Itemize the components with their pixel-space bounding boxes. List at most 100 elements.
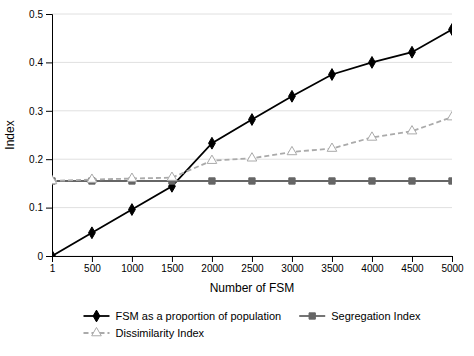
tick-label: 5000 xyxy=(441,263,464,274)
point xyxy=(127,173,137,181)
tick: 1500 xyxy=(161,256,184,274)
line xyxy=(52,117,452,181)
tick-label: 0.3 xyxy=(29,106,43,117)
tick-mark xyxy=(332,256,333,262)
tick: 2500 xyxy=(241,256,264,274)
tick: 1 xyxy=(50,256,56,274)
point xyxy=(209,178,215,184)
tick: 0.3 xyxy=(29,106,52,117)
tick-mark xyxy=(452,256,453,262)
tick-label: 0.4 xyxy=(29,57,43,68)
legend-item: FSM as a proportion of population xyxy=(83,310,281,322)
point xyxy=(329,69,336,81)
point xyxy=(249,178,255,184)
tick: 5000 xyxy=(441,256,464,274)
tick-mark xyxy=(46,256,52,257)
grid-line xyxy=(52,62,452,63)
tick-label: 1000 xyxy=(121,263,144,274)
point xyxy=(89,227,96,239)
grid-line xyxy=(52,207,452,208)
point xyxy=(449,24,452,36)
point xyxy=(289,178,295,184)
grid-line xyxy=(52,110,452,111)
tick-label: 3000 xyxy=(281,263,304,274)
point xyxy=(407,126,417,134)
tick-mark xyxy=(372,256,373,262)
tick-mark xyxy=(252,256,253,262)
tick: 3000 xyxy=(281,256,304,274)
tick: 0.2 xyxy=(29,154,52,165)
point xyxy=(207,155,217,163)
tick: 1000 xyxy=(121,256,144,274)
x-axis: 1500100015002000250030003500400045005000 xyxy=(50,256,464,274)
point xyxy=(129,204,136,216)
tick-mark xyxy=(46,208,52,209)
tick-mark xyxy=(132,256,133,262)
grid xyxy=(52,14,452,256)
tick: 0.4 xyxy=(29,57,52,68)
tick-label: 2000 xyxy=(201,263,224,274)
tick: 4000 xyxy=(361,256,384,274)
legend: FSM as a proportion of population Segrega… xyxy=(83,310,421,339)
tick-label: 500 xyxy=(84,263,101,274)
tick: 0 xyxy=(37,251,52,262)
tick: 3500 xyxy=(321,256,344,274)
tick-mark xyxy=(292,256,293,262)
tick-label: 0.2 xyxy=(29,154,43,165)
point xyxy=(369,57,376,69)
tick-label: 3500 xyxy=(321,263,344,274)
tick-label: 2500 xyxy=(241,263,264,274)
tick-mark xyxy=(46,159,52,160)
series xyxy=(52,24,452,256)
tick-mark xyxy=(46,62,52,63)
tick-mark xyxy=(46,111,52,112)
tick-label: 4500 xyxy=(401,263,424,274)
point xyxy=(449,178,452,184)
plot: 1500100015002000250030003500400045005000… xyxy=(3,9,464,295)
legend-marker xyxy=(92,327,102,335)
point xyxy=(249,114,256,126)
point xyxy=(369,178,375,184)
grid-line xyxy=(52,14,452,15)
tick: 2000 xyxy=(201,256,224,274)
series-group xyxy=(52,24,452,256)
tick-label: 1 xyxy=(50,263,56,274)
y-axis-title: Index xyxy=(3,120,17,149)
point xyxy=(409,178,415,184)
point xyxy=(52,175,57,183)
line xyxy=(52,29,452,256)
tick-mark xyxy=(212,256,213,262)
point xyxy=(87,174,97,182)
point xyxy=(52,250,55,256)
axis-line xyxy=(46,15,53,257)
legend-marker xyxy=(309,313,315,319)
point xyxy=(287,146,297,154)
tick-mark xyxy=(92,256,93,262)
tick: 0.5 xyxy=(29,9,52,20)
tick-label: 4000 xyxy=(361,263,384,274)
tick-mark xyxy=(172,256,173,262)
tick: 0.1 xyxy=(29,202,52,213)
point xyxy=(327,143,337,151)
legend-marker xyxy=(93,310,100,322)
x-axis-title: Number of FSM xyxy=(210,281,295,295)
legend-item: Segregation Index xyxy=(299,310,421,322)
y-axis: 0 0.1 0.2 0.3 0.4 0.5 xyxy=(29,9,52,262)
legend-label: Dissimilarity Index xyxy=(115,327,204,339)
point xyxy=(247,153,257,161)
tick-label: 0.1 xyxy=(29,202,43,213)
legend-item: Dissimilarity Index xyxy=(83,327,204,339)
axis-line xyxy=(53,257,453,263)
point xyxy=(289,90,296,102)
legend-label: Segregation Index xyxy=(331,310,421,322)
tick-mark xyxy=(46,14,52,15)
series xyxy=(52,112,452,184)
tick: 500 xyxy=(84,256,101,274)
point xyxy=(409,46,416,58)
point xyxy=(167,172,177,180)
point xyxy=(367,132,377,140)
point xyxy=(329,178,335,184)
point xyxy=(209,137,216,149)
tick-label: 0.5 xyxy=(29,9,43,20)
legend-label: FSM as a proportion of population xyxy=(115,310,281,322)
